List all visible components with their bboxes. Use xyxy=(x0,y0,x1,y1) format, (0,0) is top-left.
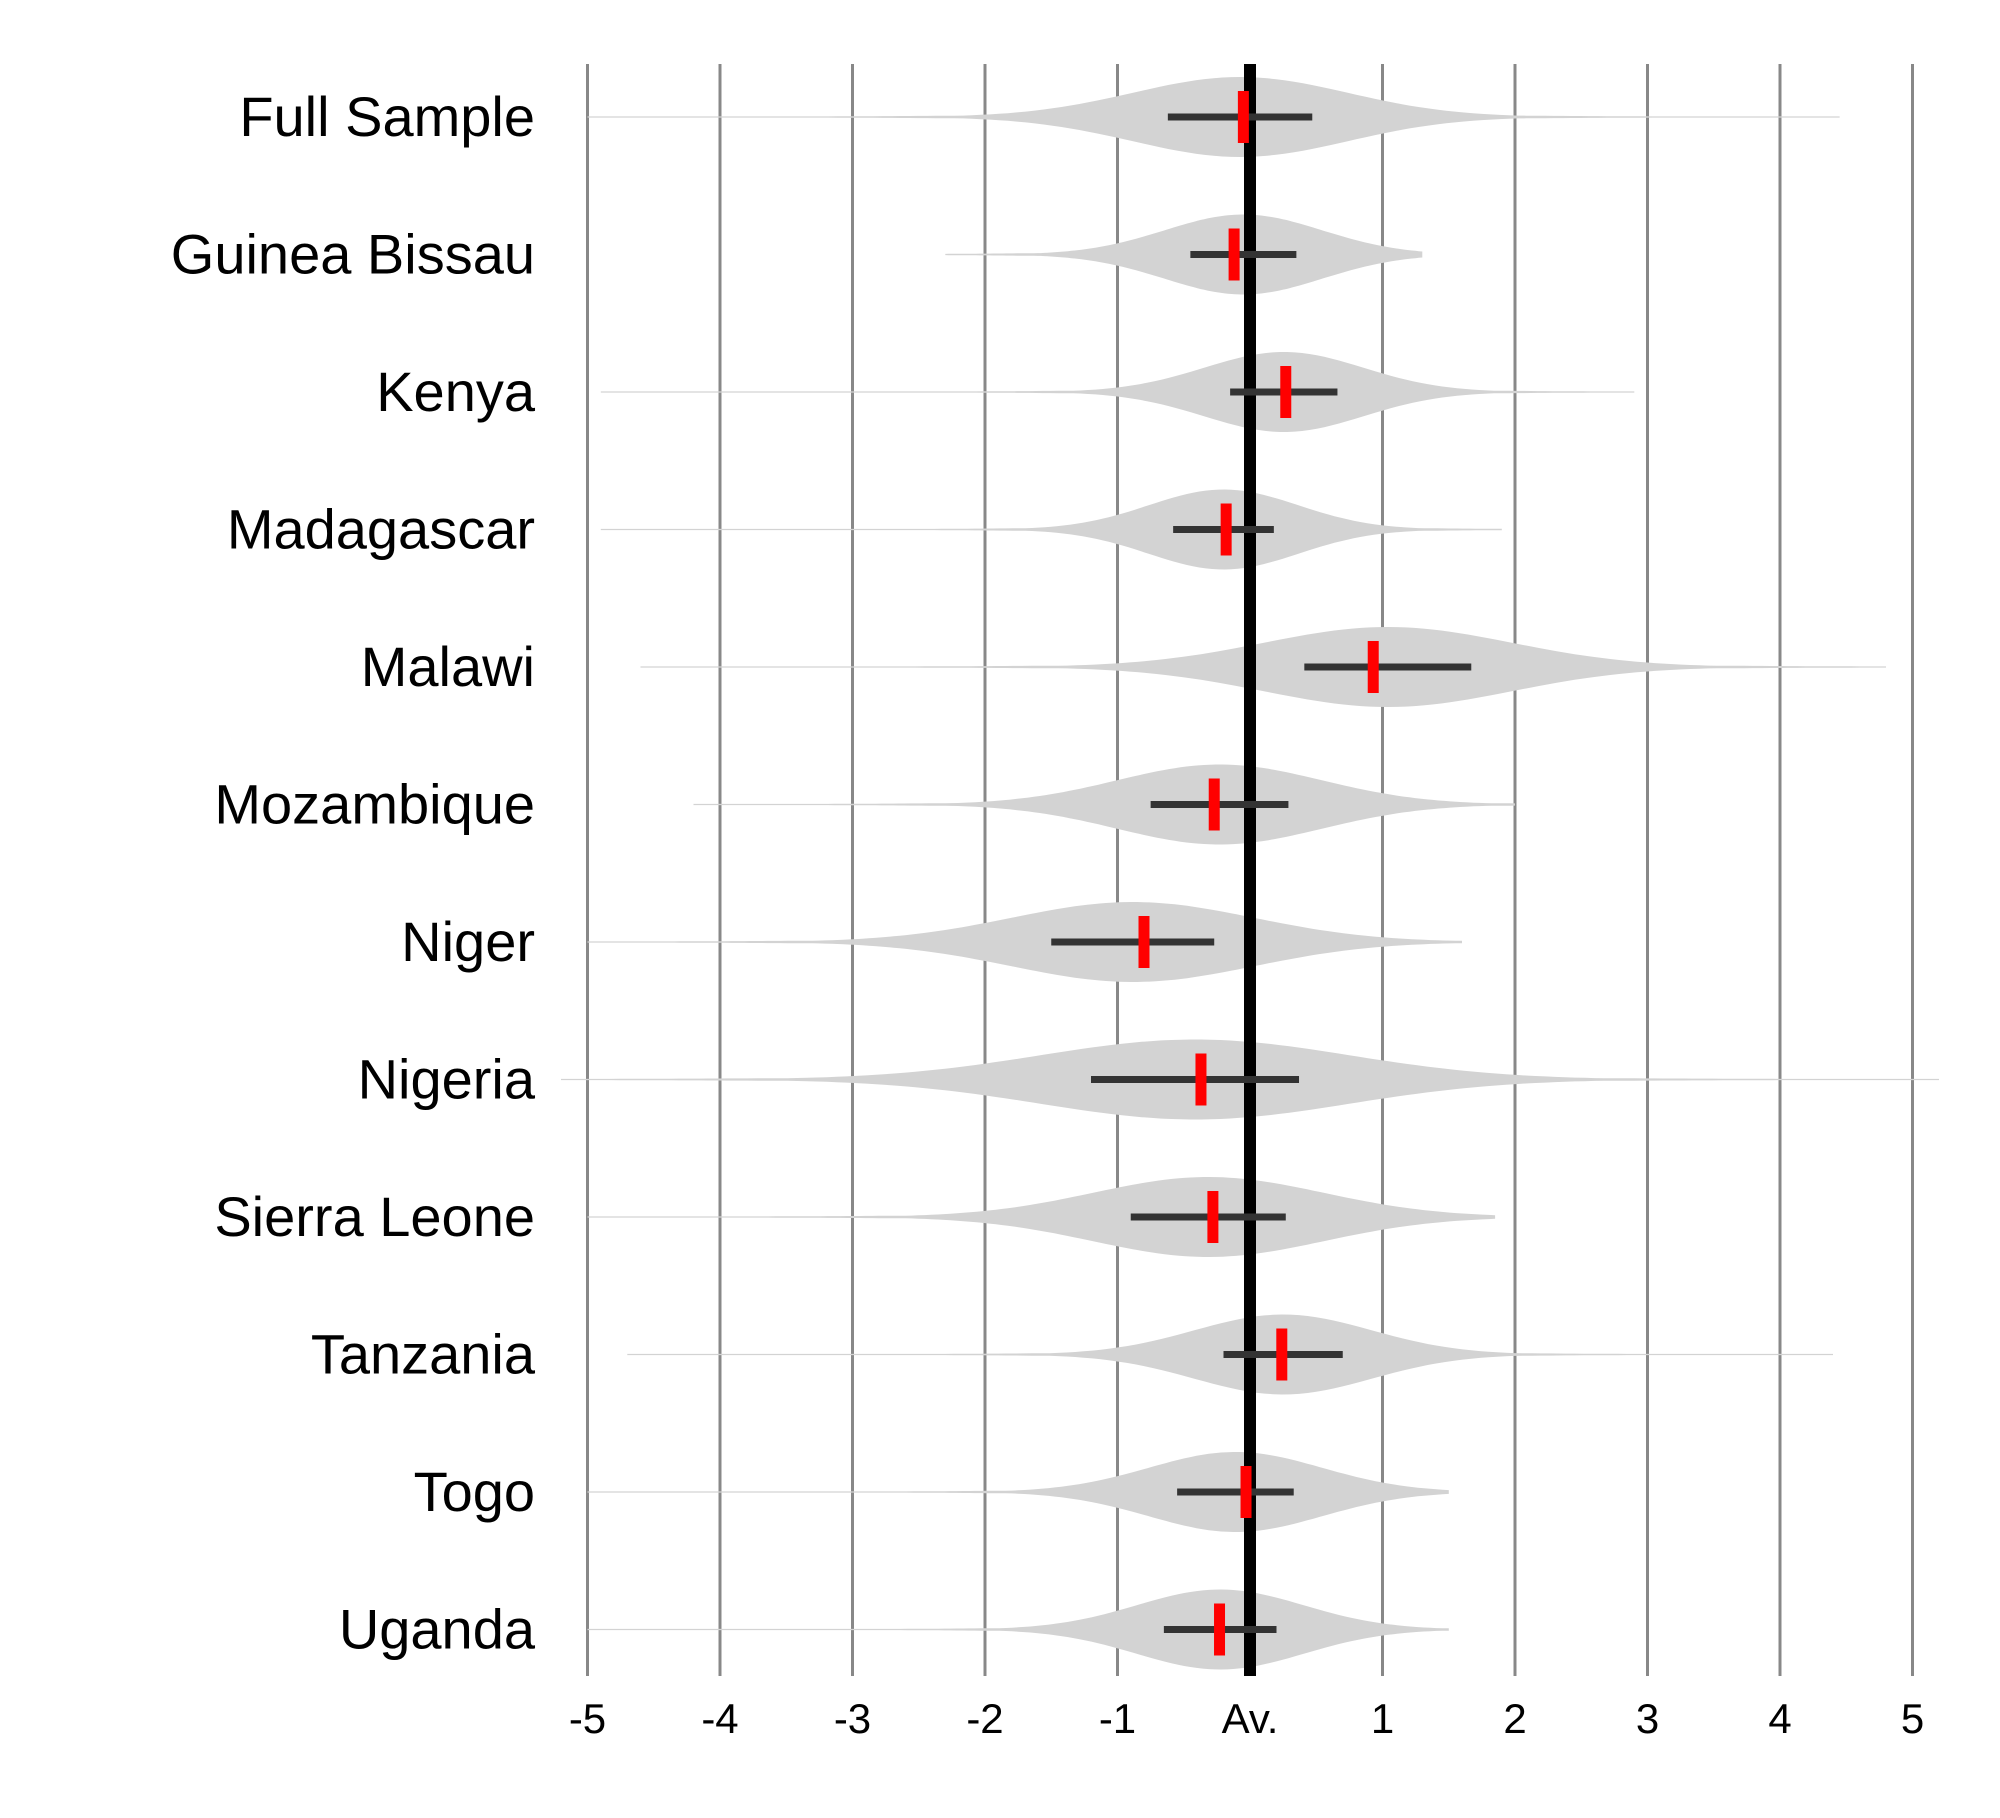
category-label: Togo xyxy=(414,1460,535,1523)
category-label: Tanzania xyxy=(311,1323,536,1386)
violin xyxy=(945,214,1423,295)
x-tick-label: Av. xyxy=(1222,1695,1279,1742)
x-tick-label: -1 xyxy=(1099,1695,1136,1742)
category-label: Sierra Leone xyxy=(214,1185,535,1248)
category-label: Kenya xyxy=(376,360,536,423)
category-label: Guinea Bissau xyxy=(171,223,535,286)
category-label: Full Sample xyxy=(239,85,535,148)
category-label: Malawi xyxy=(361,635,535,698)
x-tick-label: 4 xyxy=(1768,1695,1791,1742)
violin xyxy=(587,1452,1449,1532)
violin xyxy=(587,902,1462,982)
x-axis-tick-labels: -5 -4 -3 -2 -1 Av. 1 2 3 4 5 xyxy=(569,1695,1924,1742)
point-estimates xyxy=(1138,91,1379,1656)
x-tick-label: 2 xyxy=(1503,1695,1526,1742)
x-tick-label: -3 xyxy=(834,1695,871,1742)
violin xyxy=(587,1589,1449,1670)
category-labels: Full Sample Guinea Bissau Kenya Madagascar M… xyxy=(171,85,536,1661)
category-label: Madagascar xyxy=(227,498,535,561)
violin xyxy=(693,764,1515,845)
violin xyxy=(600,352,1635,432)
category-label: Niger xyxy=(401,910,535,973)
x-tick-label: 1 xyxy=(1371,1695,1394,1742)
intervals xyxy=(1051,113,1472,1633)
violin xyxy=(587,1177,1496,1257)
category-label: Uganda xyxy=(339,1598,536,1661)
x-tick-label: -5 xyxy=(569,1695,606,1742)
category-label: Mozambique xyxy=(214,773,535,836)
x-tick-label: 3 xyxy=(1636,1695,1659,1742)
category-label: Nigeria xyxy=(358,1048,536,1111)
x-tick-label: 5 xyxy=(1901,1695,1924,1742)
violin xyxy=(640,627,1886,707)
grid-lines xyxy=(586,64,1914,1676)
x-tick-label: -2 xyxy=(966,1695,1003,1742)
violin xyxy=(600,489,1502,570)
x-tick-label: -4 xyxy=(701,1695,738,1742)
